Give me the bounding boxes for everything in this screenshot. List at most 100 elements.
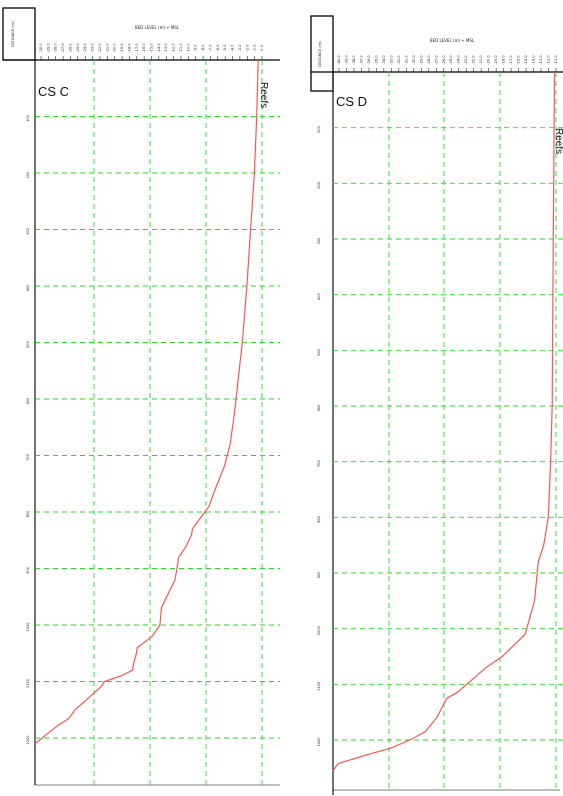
x-tick-label: -16.0 (517, 55, 521, 65)
series (332, 71, 556, 771)
y-tick-label: 1100 (26, 678, 30, 688)
x-tick-label: -7.0 (208, 44, 212, 52)
reefs-annotation: Reefs (553, 128, 563, 154)
y-tick-label: 400 (26, 284, 30, 292)
header-label: BED LEVEL (m) + MSL (135, 25, 180, 30)
x-tick-label: -30.0 (412, 55, 416, 65)
x-tick-label: -33.0 (389, 55, 393, 65)
x-tick-label: -12.0 (547, 55, 551, 65)
y-tick-label: 300 (26, 227, 30, 235)
x-tick-label: -20.0 (487, 55, 491, 65)
x-tick-label: -30.0 (39, 43, 43, 53)
x-tick-label: -15.0 (150, 43, 154, 53)
x-tick-label: -39.0 (344, 55, 348, 65)
x-tick-label: -36.0 (367, 55, 371, 65)
chart-title: CS D (336, 94, 367, 109)
x-tick-label: -1.0 (253, 44, 257, 52)
x-tick-label: -6.0 (216, 44, 220, 52)
chart-panel-cs-c: DISTANCE (m) BED LEVEL (m) + MSL -30.0 -2… (2, 7, 280, 786)
y-tick-label: 500 (317, 348, 321, 356)
x-tick-label: -14.0 (157, 43, 161, 53)
x-ticks: -30.0 -29.0 -28.0 -27.0 -26.0 -25.0 -24.0 -23.0… (39, 43, 264, 60)
x-tick-label: -24.0 (83, 43, 87, 53)
x-tick-label: -25.0 (76, 43, 80, 53)
grid (333, 72, 563, 790)
y-tick-label: 1200 (317, 737, 321, 747)
x-tick-label: -11.0 (179, 43, 183, 53)
y-tick-label: 900 (26, 566, 30, 574)
y-tick-label: 1200 (26, 735, 30, 745)
x-tick-label: -29.0 (46, 43, 50, 53)
y-tick-label: 900 (317, 571, 321, 579)
x-tick-label: -26.0 (442, 55, 446, 65)
x-tick-label: -23.0 (91, 43, 95, 53)
y-tick-label: 300 (317, 237, 321, 245)
ylabel-box (2, 7, 36, 61)
y-axis-label: DISTANCE (m) (318, 41, 322, 67)
x-tick-label: -26.0 (68, 43, 72, 53)
x-tick-label: -18.0 (127, 43, 131, 53)
y-tick-label: 800 (317, 515, 321, 523)
x-tick-label: -4.0 (231, 44, 235, 52)
x-tick-label: -16.0 (142, 43, 146, 53)
y-tick-label: 800 (26, 510, 30, 518)
x-tick-label: -31.0 (404, 55, 408, 65)
x-tick-label: -11.0 (554, 55, 558, 65)
ylabel-box (310, 15, 334, 92)
y-tick-label: 200 (26, 171, 30, 179)
x-tick-label: -18.0 (502, 55, 506, 65)
y-tick-label: 700 (317, 460, 321, 468)
header-label: BED LEVEL (m) + MSL (430, 38, 475, 43)
x-tick-label: -37.0 (359, 55, 363, 65)
x-tick-label: -27.0 (434, 55, 438, 65)
x-tick-label: -13.0 (164, 43, 168, 53)
series-line (34, 59, 259, 745)
y-axis-label: DISTANCE (m) (11, 21, 15, 47)
x-tick-label: -32.0 (397, 55, 401, 65)
x-tick-label: 0.0 (260, 44, 264, 50)
y-tick-label: 100 (26, 114, 30, 122)
x-tick-label: -8.0 (201, 44, 205, 52)
y-ticks: 100 200 300 400 500 600 700 800 900 1000 1100 1200 (26, 114, 30, 744)
x-tick-label: -38.0 (352, 55, 356, 65)
x-tick-label: -28.0 (54, 43, 58, 53)
x-tick-label: -13.0 (539, 55, 543, 65)
x-tick-label: -21.0 (479, 55, 483, 65)
x-tick-label: -24.0 (457, 55, 461, 65)
x-tick-label: -28.0 (427, 55, 431, 65)
x-tick-label: -40.0 (337, 55, 341, 65)
x-tick-label: -27.0 (61, 43, 65, 53)
y-ticks: 100 200 300 400 500 600 700 800 900 1000 1100 1200 (317, 126, 321, 747)
x-tick-label: -12.0 (172, 43, 176, 53)
y-tick-label: 600 (26, 397, 30, 405)
x-tick-label: -15.0 (524, 55, 528, 65)
series-line (332, 71, 556, 771)
x-tick-label: -34.0 (382, 55, 386, 65)
y-tick-label: 500 (26, 340, 30, 348)
x-tick-label: -19.0 (120, 43, 124, 53)
x-tick-label: -14.0 (532, 55, 536, 65)
y-tick-label: 100 (317, 126, 321, 134)
y-tick-label: 700 (26, 453, 30, 461)
x-tick-label: -17.0 (135, 43, 139, 53)
x-tick-label: -35.0 (374, 55, 378, 65)
x-tick-label: -29.0 (419, 55, 423, 65)
x-tick-label: -10.0 (186, 43, 190, 53)
y-tick-label: 1100 (317, 681, 321, 691)
chart-title: CS C (38, 84, 69, 99)
grid (35, 60, 280, 785)
y-tick-label: 200 (317, 181, 321, 189)
x-tick-label: -19.0 (494, 55, 498, 65)
y-tick-label: 1000 (317, 625, 321, 635)
chart-panel-cs-d: DISTANCE (m) BED LEVEL (m) + MSL -40.0 -3… (310, 15, 563, 795)
x-tick-label: -22.0 (472, 55, 476, 65)
series (34, 59, 259, 745)
reefs-annotation: Reefs (258, 82, 269, 108)
x-tick-label: -23.0 (464, 55, 468, 65)
x-tick-label: -22.0 (98, 43, 102, 53)
x-tick-label: -9.0 (194, 44, 198, 52)
x-tick-label: -21.0 (105, 43, 109, 53)
x-tick-label: -2.0 (245, 44, 249, 52)
y-tick-label: 600 (317, 404, 321, 412)
